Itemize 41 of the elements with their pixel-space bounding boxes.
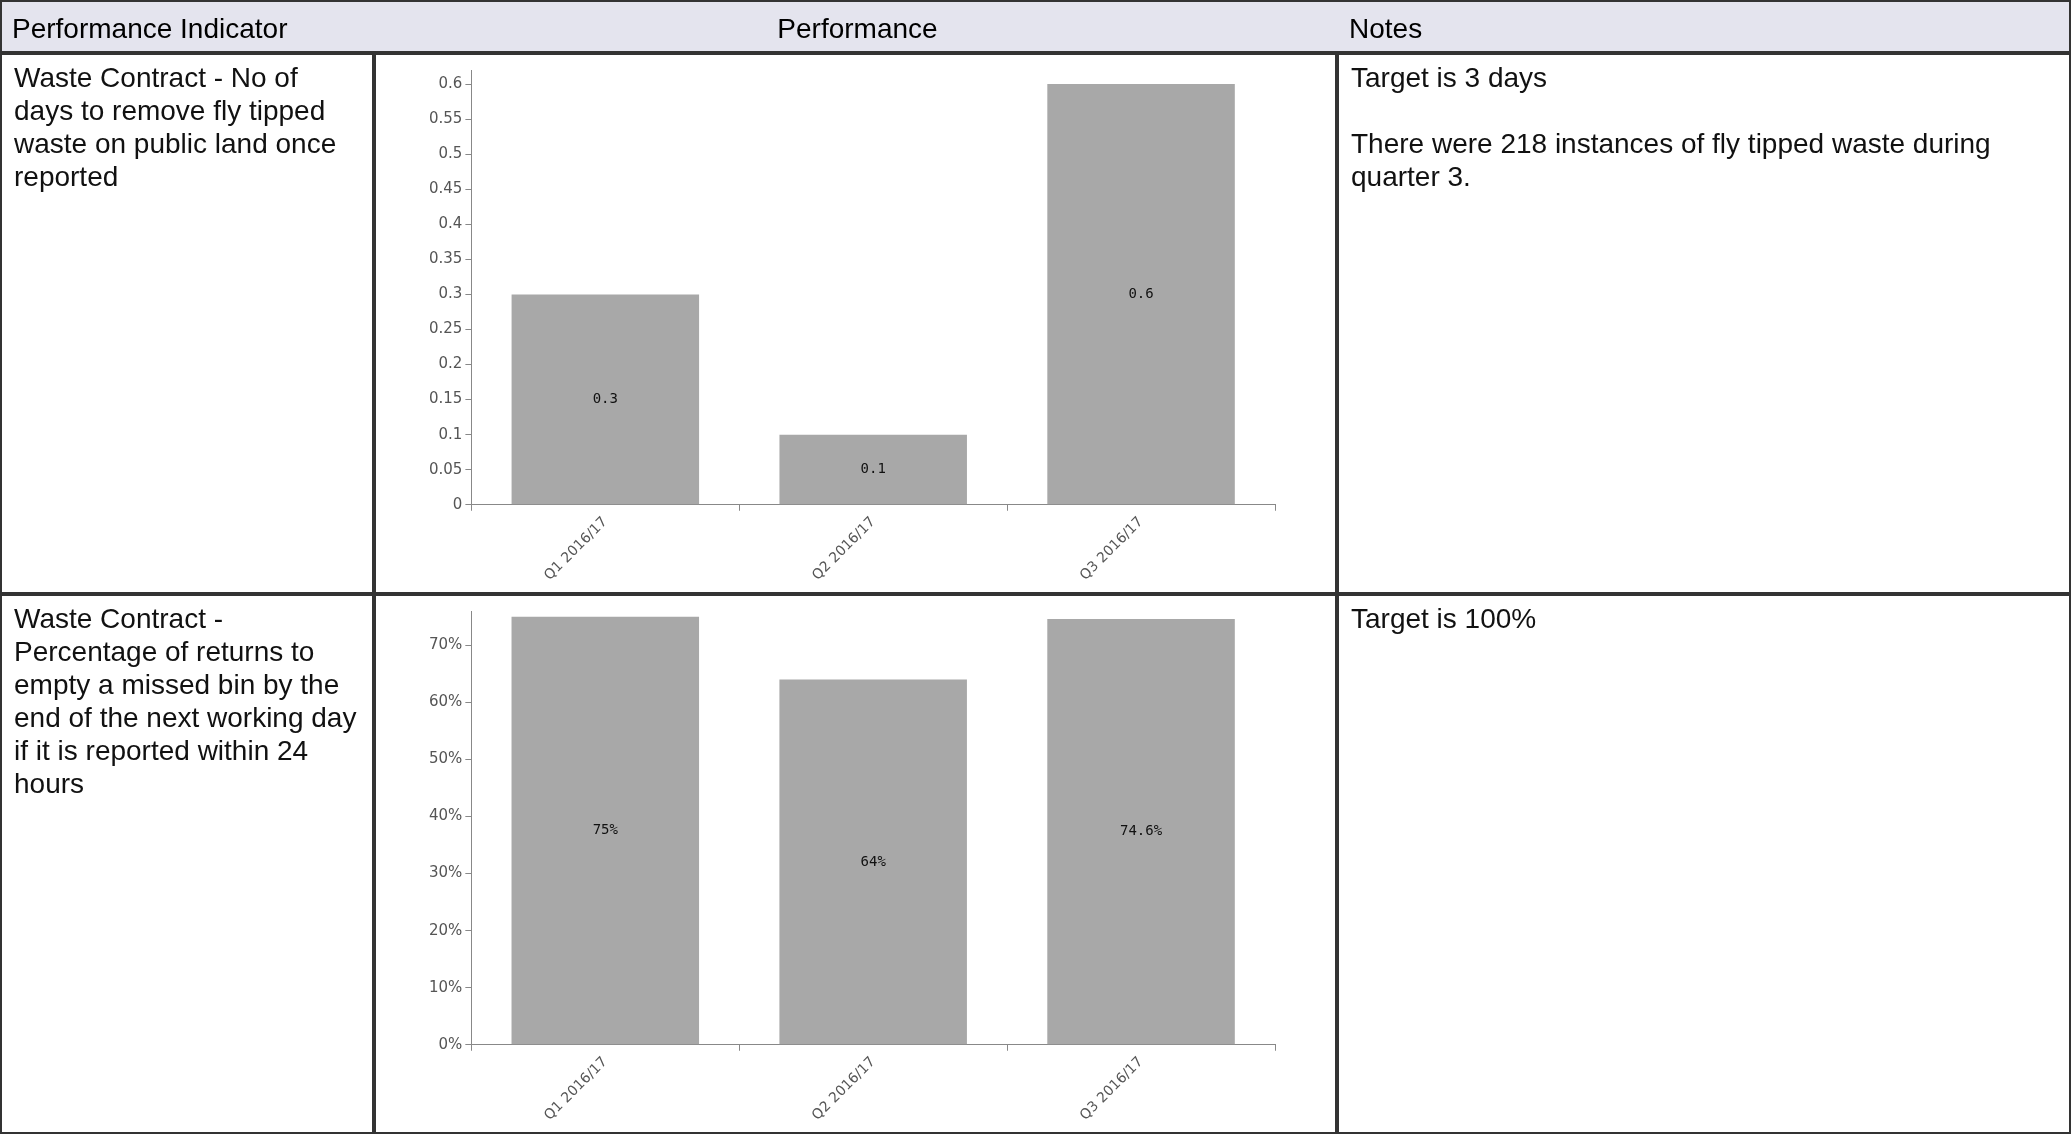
y-tick-label: 30% <box>429 863 463 882</box>
y-tick-label: 0.25 <box>428 319 463 338</box>
text: There were 218 instances of fly tipped waste during quarter 3. <box>1351 127 1992 193</box>
text: Target is 3 days <box>1351 61 1549 94</box>
y-tick-label: 60% <box>429 692 463 711</box>
y-tick-label: 70% <box>429 635 463 654</box>
text: Waste Contract - Percentage of returns to empty a missed bin by the end of the next working day if it is reported within 24 hours <box>14 602 358 800</box>
y-tick-label: 0.5 <box>438 144 463 163</box>
y-tick-label: 50% <box>429 749 463 768</box>
bar <box>1047 84 1235 505</box>
y-tick-label: 0% <box>438 1034 463 1053</box>
y-tick-label: 0.55 <box>428 108 463 127</box>
bar <box>779 679 967 1045</box>
y-tick-label: 0.1 <box>438 424 463 443</box>
data-label: 0.3 <box>592 389 618 406</box>
bar <box>1047 618 1235 1045</box>
text: Performance <box>776 12 939 46</box>
text: Target is 100% <box>1351 602 1538 635</box>
y-tick-label: 0.35 <box>428 249 463 268</box>
data-label: 64% <box>860 852 887 869</box>
y-tick-label: 20% <box>429 920 463 939</box>
bar <box>511 616 700 1045</box>
y-tick-label: 0.05 <box>428 459 463 478</box>
y-tick-label: 0.2 <box>438 354 463 373</box>
y-tick-label: 0.4 <box>438 214 463 233</box>
y-tick-label: 0.15 <box>428 389 463 408</box>
data-label: 75% <box>592 821 619 838</box>
bar <box>511 294 700 505</box>
y-tick-label: 0.3 <box>438 284 463 303</box>
y-tick-label: 0.45 <box>428 179 463 198</box>
y-tick-label: 10% <box>429 977 463 996</box>
y-tick-label: 0 <box>452 494 463 513</box>
y-tick-label: 40% <box>429 806 463 825</box>
bar <box>779 434 967 505</box>
data-label: 0.6 <box>1128 284 1154 301</box>
text: Notes <box>1348 12 1424 46</box>
text: Waste Contract - No of days to remove fly tipped waste on public land once reported <box>14 61 338 193</box>
data-label: 0.1 <box>860 460 886 477</box>
text: Performance Indicator <box>11 12 289 46</box>
data-label: 74.6% <box>1119 822 1163 839</box>
y-tick-label: 0.6 <box>438 73 463 92</box>
